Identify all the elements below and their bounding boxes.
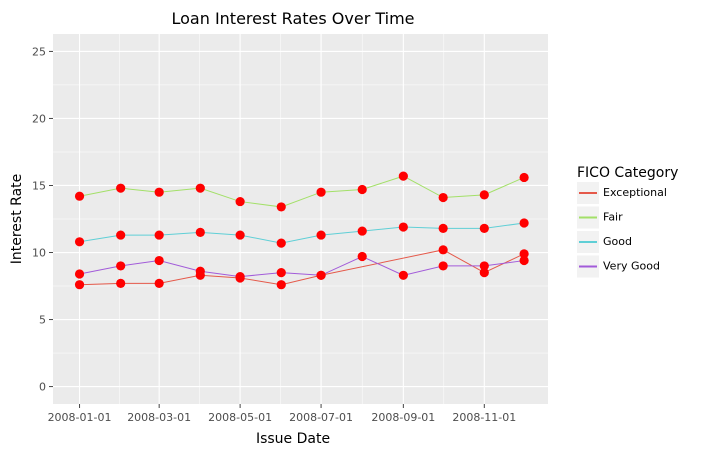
x-tick-label: 2008-05-01	[208, 411, 272, 424]
x-tick-label: 2008-01-01	[48, 411, 112, 424]
data-point	[74, 237, 85, 247]
data-point	[357, 184, 367, 195]
data-point	[74, 280, 85, 290]
data-point	[276, 268, 286, 278]
y-tick-label: 5	[39, 314, 46, 327]
data-point	[479, 190, 489, 200]
data-point	[316, 187, 326, 197]
y-tick-label: 15	[32, 179, 46, 192]
data-point	[438, 261, 448, 271]
x-tick-label: 2008-07-01	[289, 411, 353, 424]
data-point	[519, 218, 529, 228]
x-tick-label: 2008-03-01	[127, 411, 191, 424]
grid-lines	[53, 34, 548, 404]
series-points	[74, 171, 529, 290]
x-tick-label: 2008-11-01	[452, 411, 516, 424]
data-point	[438, 245, 448, 255]
data-point	[276, 238, 286, 248]
series-line	[79, 255, 525, 278]
data-point	[398, 171, 408, 181]
y-tick-label: 25	[32, 45, 46, 58]
data-point	[116, 183, 126, 193]
legend: FICO Category Exceptional Fair Good Very Go…	[577, 165, 678, 278]
data-point	[154, 255, 164, 266]
data-point	[235, 230, 245, 240]
legend-label: Fair	[603, 211, 623, 224]
y-tick-label: 10	[32, 247, 46, 260]
data-point	[438, 223, 448, 233]
data-point	[154, 187, 164, 197]
x-axis-title: Issue Date	[256, 431, 330, 447]
y-tick-label: 0	[39, 381, 46, 394]
data-point	[276, 280, 286, 290]
series-line	[79, 222, 525, 244]
data-point	[154, 278, 164, 288]
y-tick-label: 20	[32, 112, 46, 125]
chart-title: Loan Interest Rates Over Time	[171, 9, 414, 28]
data-point	[116, 278, 126, 288]
data-point	[519, 255, 529, 266]
data-point	[398, 270, 408, 280]
data-point	[116, 261, 126, 271]
data-point	[195, 266, 205, 276]
legend-title: FICO Category	[577, 165, 678, 181]
x-tick-label: 2008-09-01	[371, 411, 435, 424]
data-point	[195, 227, 205, 238]
data-point	[116, 230, 126, 240]
data-point	[74, 191, 85, 201]
axes: 0 5 10 15 20 25 2008-01-01 2008-03-01 2008-05-01…	[32, 45, 516, 424]
legend-label: Very Good	[603, 260, 660, 273]
legend-label: Good	[603, 235, 632, 248]
data-point	[276, 202, 286, 212]
data-point	[479, 223, 489, 233]
legend-label: Exceptional	[603, 186, 667, 199]
y-axis-title: Interest Rate	[9, 174, 25, 265]
data-point	[316, 270, 326, 280]
data-point	[357, 226, 367, 236]
series-lines	[79, 175, 525, 286]
data-point	[316, 230, 326, 240]
data-point	[519, 249, 529, 259]
series-line	[79, 249, 525, 286]
data-point	[479, 261, 489, 271]
data-point	[479, 268, 489, 278]
data-point	[438, 192, 448, 203]
data-point	[235, 196, 245, 207]
data-point	[74, 269, 85, 279]
data-point	[398, 222, 408, 232]
data-point	[519, 172, 529, 183]
data-point	[357, 251, 367, 262]
data-point	[235, 272, 245, 282]
data-point	[195, 183, 205, 193]
series-line	[79, 175, 525, 208]
data-point	[154, 230, 164, 240]
